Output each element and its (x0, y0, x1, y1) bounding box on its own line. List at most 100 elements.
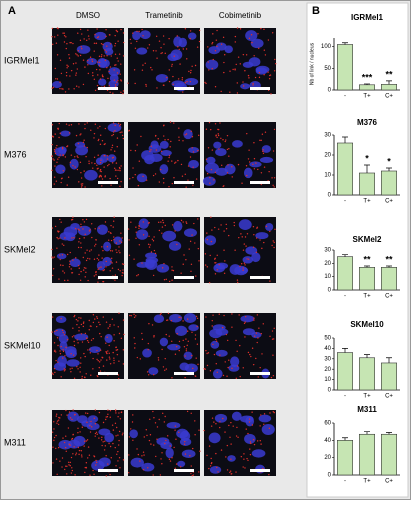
signal-dot (104, 155, 106, 157)
signal-dot (127, 228, 130, 230)
signal-dot (120, 180, 122, 183)
x-tick-label: T+ (363, 94, 371, 100)
signal-dot (151, 324, 154, 326)
signal-dot (86, 39, 88, 42)
signal-dot (216, 45, 218, 48)
signal-dot (181, 77, 184, 79)
signal-dot (116, 57, 118, 59)
signal-dot (208, 69, 210, 71)
signal-dot (228, 147, 230, 150)
signal-dot (228, 155, 230, 157)
signal-dot (212, 58, 214, 61)
signal-dot (142, 451, 145, 453)
signal-dot (52, 158, 54, 160)
signal-dot (142, 64, 144, 66)
signal-dot (184, 173, 186, 175)
signal-dot (165, 439, 167, 442)
signal-dot (114, 42, 117, 45)
signal-dot (183, 254, 185, 256)
scale-bar (250, 372, 270, 375)
signal-dot (99, 61, 101, 64)
signal-dot (163, 182, 165, 184)
nucleus (98, 457, 111, 467)
signal-dot (198, 29, 201, 32)
nucleus (208, 46, 221, 55)
signal-dot (226, 444, 229, 447)
signal-dot (272, 411, 274, 413)
nucleus (55, 315, 67, 324)
signal-dot (135, 315, 137, 317)
signal-dot (51, 143, 53, 146)
signal-dot (103, 55, 105, 57)
signal-dot (88, 230, 91, 232)
signal-dot (97, 360, 99, 362)
signal-dot (111, 146, 113, 149)
signal-dot (111, 157, 114, 159)
signal-dot (98, 65, 101, 67)
signal-dot (186, 318, 189, 320)
signal-dot (53, 149, 56, 151)
signal-dot (224, 54, 226, 56)
signal-dot (236, 82, 238, 84)
signal-dot (97, 353, 99, 355)
nucleus (138, 218, 149, 229)
signal-dot (115, 261, 118, 263)
signal-dot (99, 69, 101, 71)
signal-dot (225, 227, 228, 230)
signal-dot (248, 37, 251, 40)
signal-dot (171, 269, 173, 271)
signal-dot (79, 161, 82, 164)
signal-dot (81, 183, 84, 185)
nucleus (183, 351, 193, 360)
signal-dot (260, 172, 263, 174)
signal-dot (92, 357, 94, 360)
signal-dot (105, 321, 108, 323)
x-tick-label: C+ (385, 479, 393, 485)
signal-dot (197, 247, 200, 250)
signal-dot (273, 177, 276, 179)
error-bar (342, 437, 348, 441)
signal-dot (224, 260, 226, 262)
signal-dot (191, 474, 193, 477)
signal-dot (120, 232, 122, 234)
nucleus (232, 140, 243, 148)
signal-dot (90, 339, 93, 341)
signal-dot (69, 42, 71, 44)
signal-dot (81, 377, 83, 380)
nucleus (183, 228, 197, 238)
signal-dot (96, 164, 98, 166)
signal-dot (187, 165, 190, 167)
signal-dot (94, 228, 96, 230)
signal-dot (169, 445, 171, 447)
signal-dot (69, 461, 72, 464)
nucleus (179, 362, 190, 371)
signal-dot (55, 458, 58, 460)
signal-dot (89, 348, 91, 350)
signal-dot (52, 43, 54, 46)
signal-dot (252, 439, 255, 441)
nucleus (100, 154, 109, 163)
signal-dot (90, 426, 93, 428)
y-tick-label: 0 (328, 193, 332, 199)
signal-dot (78, 317, 80, 319)
signal-dot (248, 421, 251, 423)
signal-dot (59, 264, 62, 266)
signal-dot (121, 237, 123, 239)
signal-dot (174, 353, 177, 355)
signal-dot (77, 368, 79, 370)
signal-dot (105, 475, 107, 477)
bar (380, 362, 397, 391)
signal-dot (167, 138, 169, 141)
signal-dot (113, 340, 115, 342)
signal-dot (75, 134, 78, 137)
signal-dot (171, 340, 173, 342)
signal-dot (115, 162, 118, 164)
signal-dot (62, 270, 64, 272)
signal-dot (118, 246, 120, 248)
signal-dot (80, 186, 83, 188)
signal-dot (91, 162, 93, 164)
signal-dot (184, 28, 187, 30)
signal-dot (74, 413, 76, 416)
signal-dot (76, 155, 78, 157)
